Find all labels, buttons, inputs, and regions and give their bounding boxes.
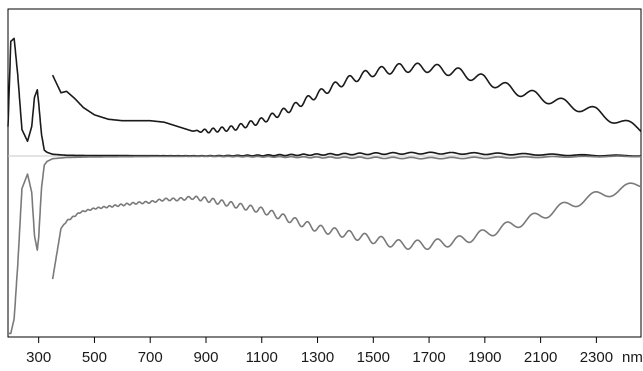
series-layer	[7, 37, 642, 335]
x-axis-unit-label: nm	[622, 349, 643, 366]
spectrum-series-2	[7, 37, 642, 157]
x-tick-label-2100: 2100	[524, 349, 557, 366]
spectrum-series-3	[7, 155, 642, 335]
x-tick-label-1700: 1700	[412, 349, 445, 366]
x-axis-ticks: 300 500 700 900 1100 1300 1500 1700 1900 2100 2300	[26, 337, 613, 366]
spectrum-series-4	[51, 182, 642, 280]
x-tick-label-2300: 2300	[580, 349, 613, 366]
x-tick-label-1900: 1900	[468, 349, 501, 366]
x-tick-label-1300: 1300	[301, 349, 334, 366]
plot-frame	[7, 8, 642, 338]
x-tick-label-1500: 1500	[357, 349, 390, 366]
x-tick-label-900: 900	[193, 349, 218, 366]
x-tick-label-700: 700	[138, 349, 163, 366]
spectrum-series-1	[51, 62, 642, 134]
x-tick-label-500: 500	[82, 349, 107, 366]
x-tick-label-300: 300	[26, 349, 51, 366]
x-tick-label-1100: 1100	[246, 349, 278, 366]
